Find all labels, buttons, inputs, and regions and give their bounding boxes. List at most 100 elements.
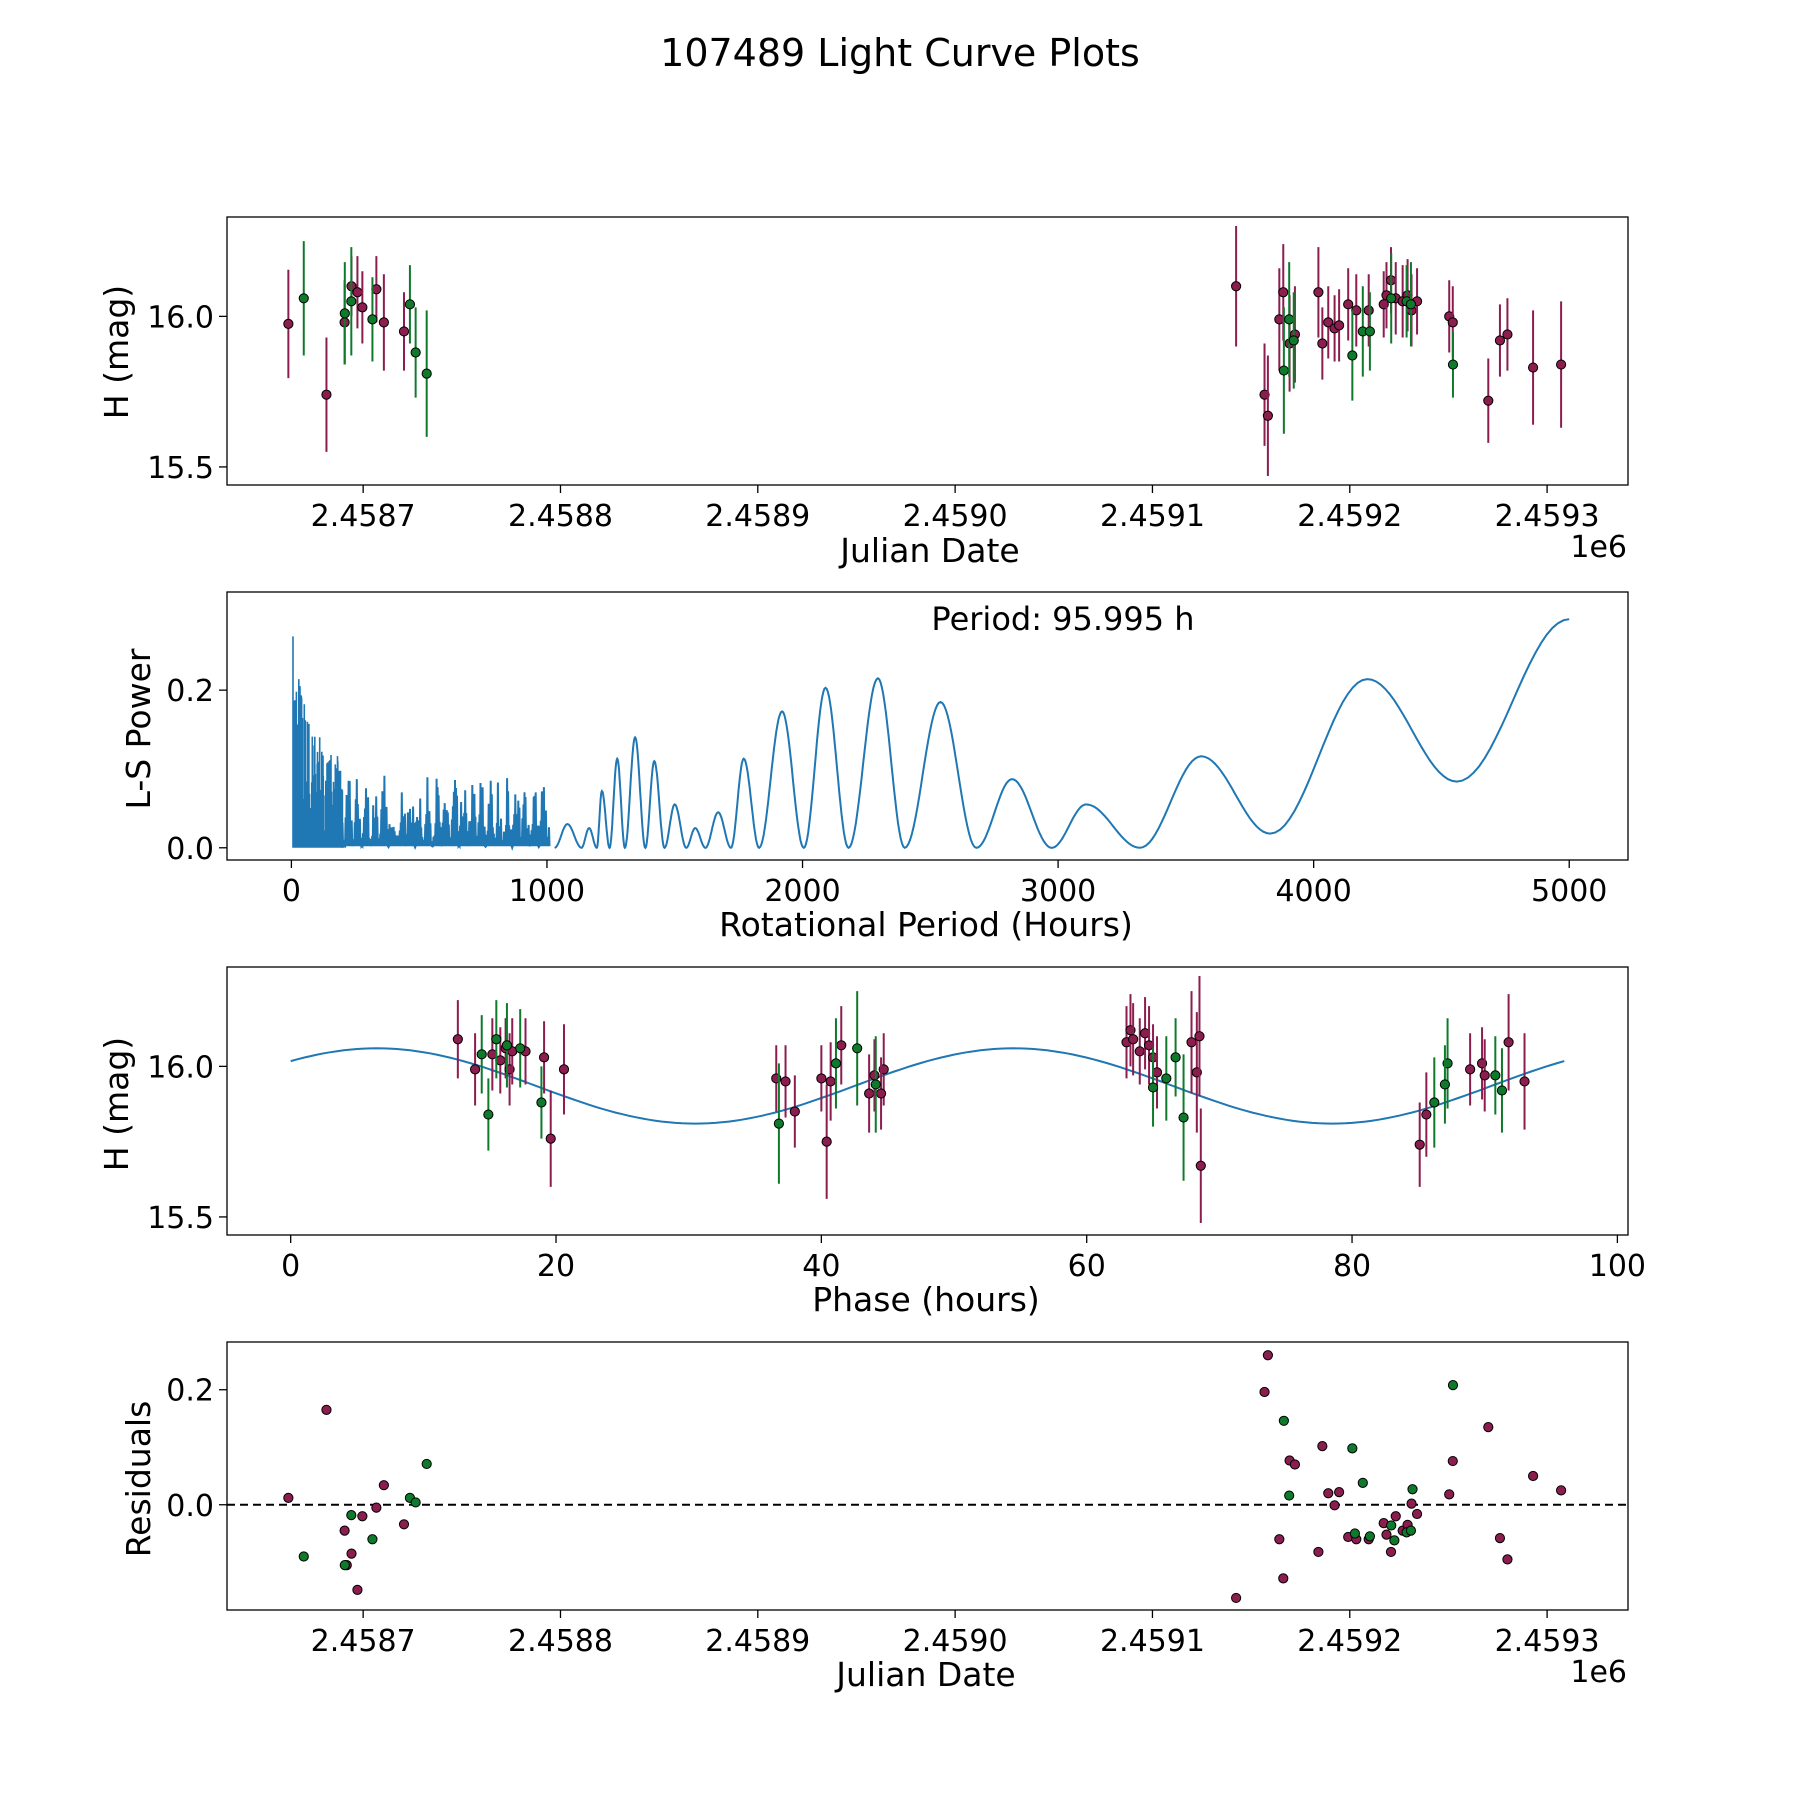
lightcurve-xtick-label: 2.4591 [1100,499,1205,534]
lightcurve-point-magenta [1262,410,1273,421]
lightcurve-point-green [1386,293,1397,304]
phased-point-magenta [545,1133,556,1144]
residuals-point-magenta [352,1584,363,1595]
lightcurve-point-magenta [1334,320,1345,331]
phased-point-magenta [825,1076,836,1087]
phased-point-green [773,1118,785,1129]
residuals-xtick-label: 2.4588 [508,1624,613,1659]
phased-ytick-label: 16.0 [147,1050,214,1085]
lightcurve-point-magenta [1363,305,1374,316]
lightcurve-point-green [1284,314,1295,325]
lightcurve-point-magenta [1556,359,1567,370]
lightcurve-point-green [367,314,378,325]
lightcurve-point-green [404,299,416,310]
phased-panel: H (mag) Phase (hours) 0 20 40 60 80 100 15.5 16… [97,966,1646,1319]
periodogram-ytick-label: 0.0 [166,832,214,867]
lightcurve-ylabel: H (mag) [97,285,136,419]
phased-point-magenta [821,1136,832,1147]
lightcurve-point-magenta [1483,395,1494,406]
lightcurve-point-green [1405,299,1417,310]
lightcurve-point-magenta [321,389,332,400]
phased-point-magenta [538,1052,550,1063]
lightcurve-xtick-label: 2.4589 [705,499,810,534]
residuals-ytick-label: 0.0 [166,1489,214,1524]
phased-point-magenta [469,1064,481,1075]
lightcurve-point-magenta [1278,287,1289,298]
residuals-xtick-label: 2.4587 [311,1624,416,1659]
lightcurve-point-green [1447,359,1459,370]
residuals-point-magenta [1556,1485,1567,1496]
residuals-point-magenta [321,1404,332,1415]
figure-title: 107489 Light Curve Plots [660,31,1140,75]
residuals-point-magenta [1313,1546,1324,1558]
residuals-point-green [1349,1528,1361,1539]
phased-xtick-label: 80 [1333,1249,1371,1284]
lightcurve-point-magenta [1259,389,1270,400]
residuals-point-magenta [283,1492,294,1503]
lightcurve-frame [226,216,1629,486]
phased-point-magenta [780,1076,791,1087]
phased-point-green [1490,1070,1501,1081]
lightcurve-xtick-label: 2.4590 [903,499,1008,534]
residuals-point-magenta [378,1480,389,1491]
phased-point-magenta [1195,1160,1206,1171]
residuals-frame [226,1341,1629,1611]
periodogram-xtick-label: 4000 [1275,874,1351,909]
period-annotation: Period: 95.995 h [931,600,1194,638]
phased-point-magenta [1414,1139,1425,1150]
residuals-point-magenta [1289,1459,1301,1470]
residuals-point-green [1389,1535,1400,1546]
phased-point-green [501,1040,513,1051]
residuals-point-magenta [1527,1470,1539,1482]
residuals-point-magenta [398,1519,410,1530]
lightcurve-point-magenta [1502,329,1513,340]
lightcurve-point-magenta [1323,317,1334,328]
lightcurve-point-green [298,293,309,304]
periodogram-xtick-label: 0 [282,874,301,909]
lightcurve-point-magenta [1313,287,1324,298]
residuals-point-magenta [1381,1529,1392,1540]
phased-xtick-label: 40 [802,1249,840,1284]
phased-point-green [1147,1082,1159,1093]
residuals-point-magenta [1274,1534,1285,1545]
residuals-point-magenta [1317,1440,1328,1452]
phased-point-green [536,1097,547,1108]
phased-point-magenta [1134,1046,1145,1057]
residuals-xtick-label: 2.4592 [1297,1624,1402,1659]
lightcurve-xtick-label: 2.4588 [508,499,613,534]
residuals-point-green [1364,1531,1376,1542]
periodogram-power-curve [554,618,1570,850]
residuals-point-magenta [357,1511,368,1522]
residuals-point-magenta [1385,1546,1397,1558]
phased-point-magenta [869,1070,880,1081]
lightcurve-point-magenta [1527,362,1539,373]
lightcurve-point-green [1288,335,1299,346]
phased-xtick-label: 0 [281,1249,300,1284]
phased-point-magenta [1465,1064,1476,1075]
phased-point-green [870,1079,881,1090]
phased-xtick-label: 100 [1589,1249,1646,1284]
residuals-point-magenta [371,1502,382,1513]
phased-point-magenta [836,1040,847,1051]
residuals-point-magenta [1329,1500,1340,1511]
phased-point-magenta [1503,1037,1514,1048]
phased-ytick-label: 15.5 [147,1201,214,1236]
phased-point-green [1429,1097,1440,1108]
residuals-point-magenta [1494,1533,1506,1544]
periodogram-ytick-label: 0.2 [166,674,214,709]
periodogram-ylabel: L-S Power [119,648,158,809]
phased-point-green [1170,1052,1181,1063]
residuals-xtick-label: 2.4593 [1495,1624,1600,1659]
phased-point-green [1496,1085,1508,1096]
residuals-point-magenta [1502,1554,1513,1565]
lightcurve-xtick-label: 2.4587 [311,499,416,534]
residuals-point-green [1407,1484,1418,1495]
residuals-point-green [367,1534,378,1545]
phased-point-green [483,1109,494,1120]
phased-xtick-label: 20 [537,1249,575,1284]
residuals-point-magenta [346,1548,357,1559]
residuals-x-offset: 1e6 [1570,1655,1627,1690]
phased-point-magenta [452,1034,463,1045]
residuals-point-green [1405,1525,1417,1536]
residuals-point-magenta [1231,1592,1242,1604]
